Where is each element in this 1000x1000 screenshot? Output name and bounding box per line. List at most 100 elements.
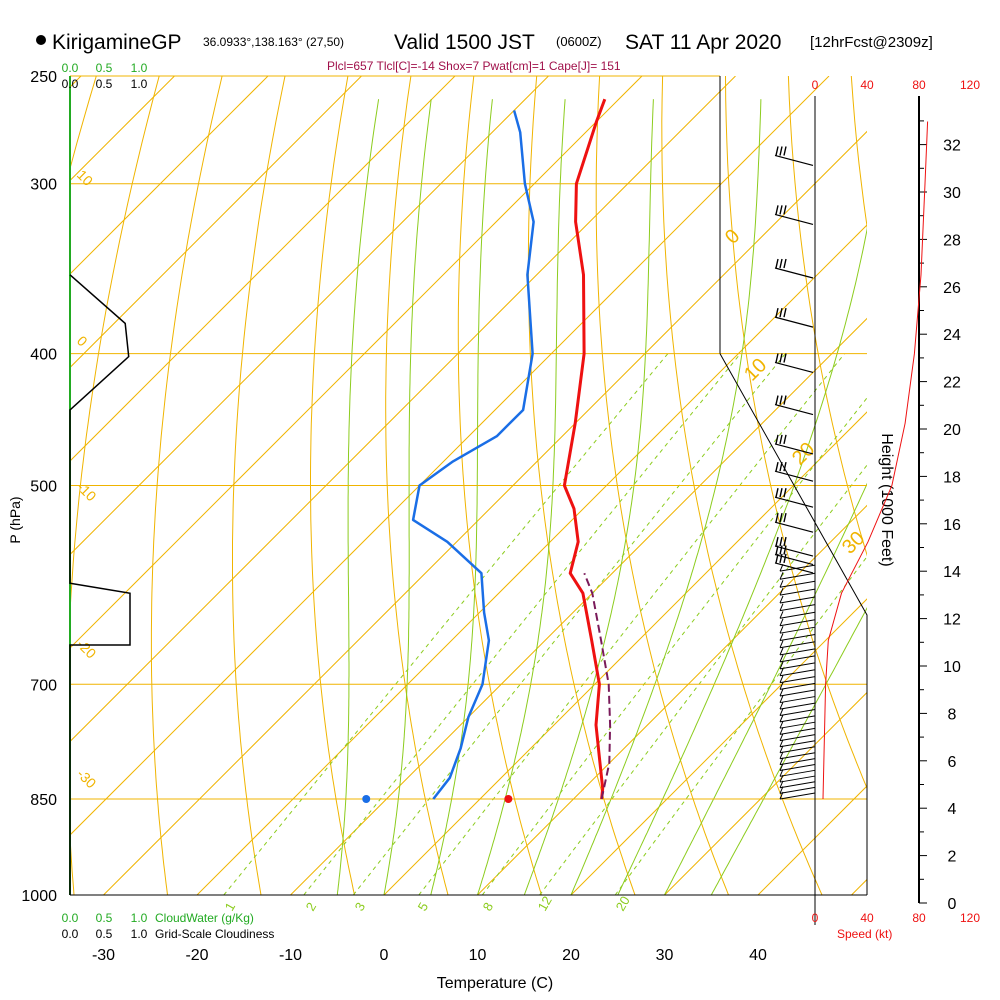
mixing-ratio-line (352, 353, 786, 895)
station-bullet-icon (36, 35, 46, 45)
wind-barb (779, 720, 816, 729)
isotherm-line (570, 598, 867, 895)
moist-adiabat-line (523, 99, 654, 895)
pressure-tick-label: 850 (30, 792, 57, 809)
dry-adiabat-line (457, 76, 542, 895)
height-tick-label: 18 (943, 469, 961, 486)
height-tick-label: 6 (948, 754, 957, 771)
isotherm-label: -30 (74, 766, 100, 792)
surface-temperature-point (504, 794, 513, 803)
wind-barb (774, 307, 814, 328)
cloud-axis: 0.0 0.5 1.0 0.0 0.5 1.0 0.0 0.5 1.0 0.0 0.5 1.0 (62, 61, 148, 941)
dewpoint-profile (411, 110, 535, 800)
wind-barb (779, 763, 816, 772)
isotherm-label: 10 (74, 167, 96, 189)
wind-speed-label: Speed (kt) (837, 927, 892, 941)
wind-axis-tick: 0 (812, 78, 819, 92)
height-tick-label: 22 (943, 375, 961, 392)
pressure-tick-label: 500 (30, 479, 57, 496)
height-tick-label: 20 (943, 422, 961, 439)
temperature-tick-label: -30 (92, 947, 115, 964)
wind-barb (779, 774, 816, 783)
wind-barb (779, 580, 816, 588)
wind-barb (774, 434, 814, 455)
isotherm-label: 0 (74, 333, 91, 350)
height-tick-label: 0 (948, 896, 957, 913)
wind-axis-tick: 80 (912, 911, 926, 925)
wind-barb (779, 780, 816, 789)
wind-barb (779, 727, 816, 735)
height-tick-label: 8 (948, 706, 957, 723)
wind-barb (779, 625, 816, 634)
wind-axis-tick: 80 (912, 78, 926, 92)
wind-barb (779, 661, 816, 670)
cloud-water-label: CloudWater (g/Kg) (155, 911, 254, 925)
isotherm-label: 10 (740, 354, 771, 385)
forecast-info: [12hrFcst@2309z] (810, 34, 933, 51)
mixing-ratio-label: 12 (535, 893, 555, 913)
cloud-axis-tick: 1.0 (131, 911, 148, 925)
moist-adiabat-line (570, 99, 762, 895)
cloud-axis-tick: 1.0 (131, 77, 148, 91)
wind-barb (774, 461, 814, 482)
wind-barb (774, 488, 814, 508)
dry-adiabat-line (977, 76, 1000, 895)
dry-adiabat-line (70, 76, 160, 895)
dry-adiabat-line (385, 76, 449, 895)
valid-time: Valid 1500 JST (394, 31, 535, 54)
pressure-axis: 250 300 400 500 700 850 1000 (21, 69, 57, 905)
wind-barb (779, 751, 816, 760)
temperature-tick-label: 0 (380, 947, 389, 964)
wind-barb (779, 791, 816, 800)
temperature-tick-label: -20 (185, 947, 208, 964)
dry-adiabat-line (232, 76, 286, 895)
pressure-tick-label: 400 (30, 347, 57, 364)
moist-adiabat-line (336, 99, 380, 895)
wind-barb (779, 611, 816, 619)
mixing-ratio-line (223, 353, 669, 895)
height-tick-label: 30 (943, 185, 961, 202)
height-tick-label: 26 (943, 280, 961, 297)
temperature-tick-label: 40 (749, 947, 767, 964)
pressure-axis-label: P (hPa) (7, 496, 23, 543)
wind-axis-tick: 40 (860, 911, 874, 925)
valid-utc: (0600Z) (556, 34, 602, 49)
mixing-ratio-label: 20 (613, 893, 633, 913)
cloud-axis-tick: 1.0 (131, 61, 148, 75)
wind-barb (774, 536, 814, 557)
wind-axis-tick: 120 (960, 78, 980, 92)
pressure-tick-label: 300 (30, 177, 57, 194)
wind-barb (779, 739, 816, 748)
valid-date: SAT 11 Apr 2020 (625, 31, 781, 54)
height-tick-label: 32 (943, 138, 961, 155)
dry-adiabat-line (787, 76, 867, 557)
temperature-profile (562, 98, 607, 800)
cloud-axis-tick: 0.0 (62, 927, 79, 941)
dry-adiabat-line (595, 76, 729, 895)
wind-barb (774, 146, 814, 167)
wind-barb (779, 733, 816, 742)
wind-speed-profile (822, 121, 929, 800)
station-coords: 36.0933°,138.163° (27,50) (203, 35, 344, 49)
right-frame-diagonal (719, 353, 868, 895)
stability-indices: Plcl=657 Tlcl[C]=-14 Shox=7 Pwat[cm]=1 C… (327, 59, 621, 73)
wind-barb (779, 675, 816, 684)
wind-barb (779, 701, 816, 710)
wind-barb (779, 714, 816, 723)
isotherm-line (70, 76, 456, 462)
dry-adiabat-line (850, 76, 867, 230)
height-tick-label: 24 (943, 327, 961, 344)
height-tick-label: 10 (943, 659, 961, 676)
moist-adiabat-line (617, 227, 867, 895)
isotherm-line (477, 504, 867, 895)
mixing-ratio-line (303, 353, 741, 895)
cloud-axis-tick: 1.0 (131, 927, 148, 941)
cloud-axis-tick: 0.5 (96, 61, 113, 75)
wind-barb (779, 668, 816, 677)
wind-barb (779, 587, 816, 596)
height-tick-label: 12 (943, 612, 961, 629)
mixing-ratio-label: 3 (352, 900, 369, 914)
temperature-axis-label: Temperature (C) (437, 975, 553, 992)
